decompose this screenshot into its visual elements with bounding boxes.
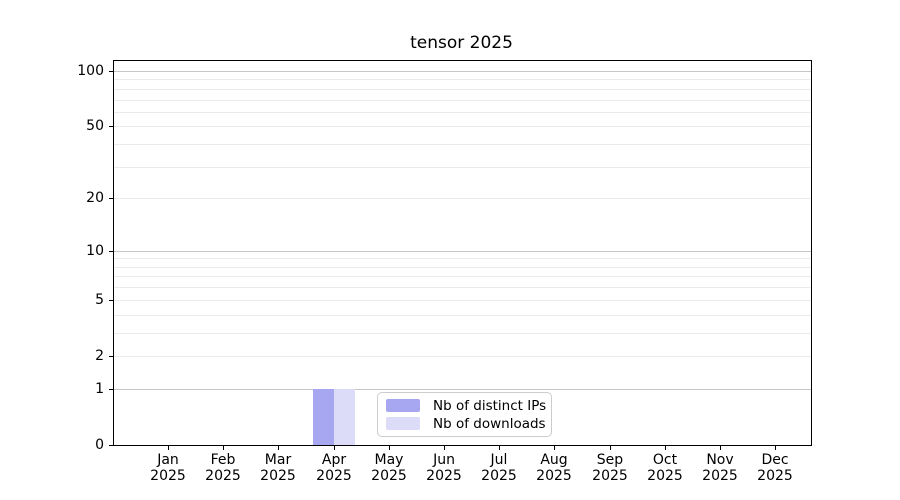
x-tick-mark: [720, 446, 721, 450]
y-tick-mark: [109, 445, 113, 446]
y-tick-label: 20: [86, 190, 104, 206]
x-tick-month: Feb: [210, 452, 236, 468]
x-tick-mark: [168, 446, 169, 450]
x-tick-mark: [389, 446, 390, 450]
x-tick-label: Nov 2025: [685, 452, 755, 484]
gridline-minor: [114, 356, 811, 357]
x-tick-mark: [223, 446, 224, 450]
y-tick-mark: [109, 71, 113, 72]
x-tick-year: 2025: [481, 468, 517, 484]
x-tick-label: Apr 2025: [299, 452, 369, 484]
gridline-minor: [114, 300, 811, 301]
gridline-minor: [114, 258, 811, 259]
x-tick-year: 2025: [536, 468, 572, 484]
x-tick-mark: [775, 446, 776, 450]
x-tick-label: Aug 2025: [519, 452, 589, 484]
gridline-major: [114, 71, 811, 72]
legend-swatch-downloads: [386, 417, 420, 430]
gridline-minor: [114, 198, 811, 199]
x-tick-month: Aug: [540, 452, 568, 468]
y-tick-label: 5: [95, 292, 104, 308]
x-tick-label: Jun 2025: [409, 452, 479, 484]
x-tick-month: Mar: [264, 452, 292, 468]
gridline-minor: [114, 112, 811, 113]
x-tick-month: Jun: [433, 452, 455, 468]
gridline-minor: [114, 89, 811, 90]
gridline-minor: [114, 267, 811, 268]
x-tick-year: 2025: [150, 468, 186, 484]
x-tick-month: Jan: [157, 452, 179, 468]
gridline-minor: [114, 276, 811, 277]
gridline-minor: [114, 100, 811, 101]
x-tick-label: Mar 2025: [243, 452, 313, 484]
x-tick-mark: [334, 446, 335, 450]
gridline-minor: [114, 315, 811, 316]
x-tick-month: Oct: [652, 452, 678, 468]
bar-distinct-ips-apr: [313, 389, 334, 445]
x-tick-mark: [278, 446, 279, 450]
y-tick-label: 100: [77, 63, 104, 79]
x-tick-year: 2025: [702, 468, 738, 484]
y-tick-label: 50: [86, 118, 104, 134]
x-tick-month: May: [374, 452, 404, 468]
gridline-major: [114, 251, 811, 252]
x-tick-mark: [610, 446, 611, 450]
y-tick-label: 2: [95, 348, 104, 364]
x-tick-label: Oct 2025: [630, 452, 700, 484]
x-tick-month: Sep: [596, 452, 624, 468]
x-tick-year: 2025: [757, 468, 793, 484]
chart-title: tensor 2025: [410, 33, 513, 53]
x-tick-month: Dec: [761, 452, 789, 468]
y-tick-label: 10: [86, 243, 104, 259]
x-tick-year: 2025: [316, 468, 352, 484]
gridline-major: [114, 389, 811, 390]
x-tick-year: 2025: [647, 468, 683, 484]
legend-swatch-distinct-ips: [386, 399, 420, 412]
y-tick-mark: [109, 251, 113, 252]
gridline-minor: [114, 79, 811, 80]
y-tick-mark: [109, 198, 113, 199]
x-tick-year: 2025: [205, 468, 241, 484]
x-tick-mark: [499, 446, 500, 450]
x-tick-label: Jul 2025: [464, 452, 534, 484]
x-tick-label: Feb 2025: [188, 452, 258, 484]
bar-downloads-apr: [334, 389, 355, 445]
x-tick-year: 2025: [592, 468, 628, 484]
x-tick-year: 2025: [260, 468, 296, 484]
x-tick-year: 2025: [426, 468, 462, 484]
legend-label-downloads: Nb of downloads: [433, 415, 546, 432]
y-tick-mark: [109, 356, 113, 357]
y-tick-label: 0: [95, 437, 104, 453]
x-tick-month: Nov: [706, 452, 734, 468]
gridline-minor: [114, 126, 811, 127]
gridline-minor: [114, 333, 811, 334]
x-tick-label: Sep 2025: [575, 452, 645, 484]
y-tick-mark: [109, 389, 113, 390]
x-tick-month: Jul: [490, 452, 508, 468]
legend-label-distinct-ips: Nb of distinct IPs: [433, 397, 547, 414]
legend: Nb of distinct IPs Nb of downloads: [377, 392, 552, 437]
gridline-minor: [114, 287, 811, 288]
x-tick-month: Apr: [321, 452, 347, 468]
x-tick-label: May 2025: [354, 452, 424, 484]
plot-area: 0 1 2 5 10 20 50 100 Jan 2025 Feb 2025 Mar 2025 Apr 202…: [77, 60, 812, 484]
x-tick-mark: [665, 446, 666, 450]
gridline-minor: [114, 144, 811, 145]
legend-entry-downloads: Nb of downloads: [386, 416, 546, 432]
x-tick-label: Dec 2025: [740, 452, 810, 484]
x-tick-year: 2025: [371, 468, 407, 484]
x-tick-label: Jan 2025: [133, 452, 203, 484]
y-tick-mark: [109, 300, 113, 301]
y-tick-mark: [109, 126, 113, 127]
x-tick-mark: [444, 446, 445, 450]
legend-entry-distinct-ips: Nb of distinct IPs: [386, 398, 546, 414]
y-tick-label: 1: [95, 381, 104, 397]
x-tick-mark: [554, 446, 555, 450]
gridline-minor: [114, 167, 811, 168]
